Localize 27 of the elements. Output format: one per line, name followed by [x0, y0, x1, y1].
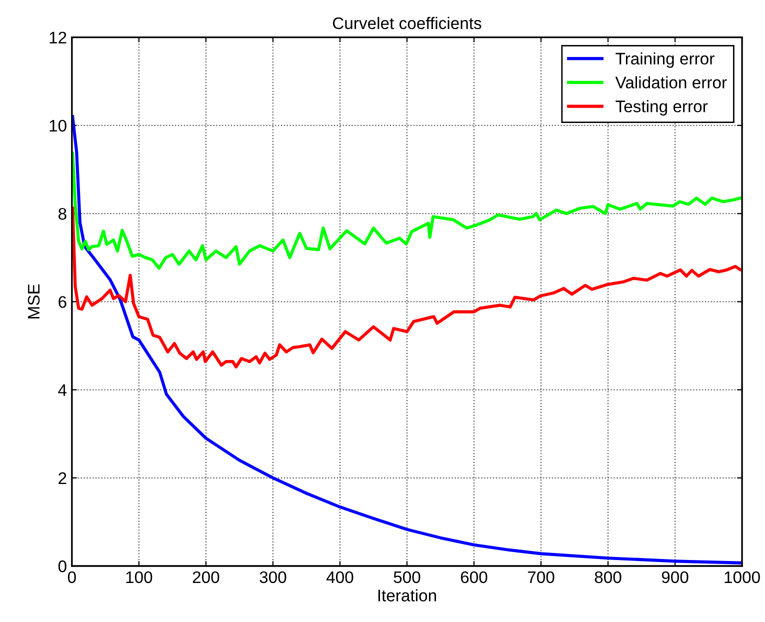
- y-tick-label: 12: [50, 32, 66, 44]
- y-tick-label: 8: [58, 208, 66, 220]
- y-tick-label: 6: [58, 296, 66, 308]
- y-tick-label: 10: [50, 120, 66, 132]
- legend-label: Training error: [616, 52, 714, 68]
- line-series: [72, 115, 742, 564]
- x-tick-label: 300: [260, 571, 286, 584]
- x-tick-label: 500: [394, 571, 420, 584]
- legend-label: Testing error: [616, 100, 708, 116]
- x-tick-label: 900: [662, 571, 688, 584]
- line-series: [72, 206, 742, 368]
- legend-label: Validation error: [615, 76, 727, 88]
- x-tick-label: 100: [126, 571, 152, 584]
- y-axis-title: MSE: [28, 284, 40, 318]
- x-tick-label: 600: [460, 571, 488, 584]
- y-tick-label: 4: [58, 384, 67, 396]
- x-axis-title: Iteration: [378, 589, 436, 602]
- x-tick-label: 0: [68, 571, 76, 584]
- chart-title: Curvelet coefficients: [332, 16, 482, 30]
- y-tick-label: 2: [58, 472, 66, 484]
- x-tick-label: 200: [192, 571, 220, 584]
- line-series: [72, 152, 742, 270]
- x-tick-label: 700: [528, 571, 554, 584]
- x-tick-label: 1000: [724, 571, 760, 584]
- y-tick-label: 0: [58, 560, 66, 572]
- x-tick-label: 400: [326, 571, 354, 584]
- x-tick-label: 800: [594, 571, 622, 584]
